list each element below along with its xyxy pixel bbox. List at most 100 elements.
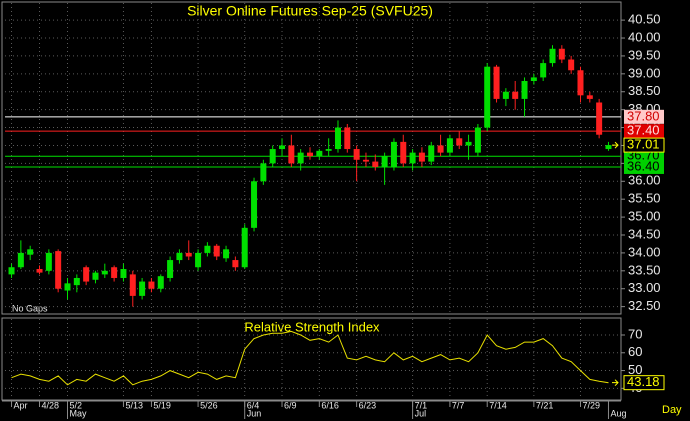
last-price-arrow bbox=[612, 141, 619, 149]
candle-body bbox=[288, 145, 295, 164]
candle-body bbox=[577, 70, 584, 96]
candle-body bbox=[139, 281, 146, 296]
x-tick-label: Apr bbox=[14, 400, 28, 410]
candle-body bbox=[297, 152, 304, 164]
candle-body bbox=[418, 152, 425, 162]
month-label: May bbox=[69, 408, 87, 418]
candle-body bbox=[362, 159, 369, 162]
candle-body bbox=[456, 138, 463, 146]
x-tick-label: 6/9 bbox=[284, 400, 297, 410]
rsi-panel bbox=[1, 317, 622, 401]
price-panel bbox=[1, 1, 622, 315]
candle-body bbox=[372, 161, 379, 167]
candle-body bbox=[353, 149, 360, 160]
candle-body bbox=[409, 152, 416, 164]
candle-body bbox=[325, 149, 332, 151]
chart-title: Silver Online Futures Sep-25 (SVFU25) bbox=[187, 3, 433, 19]
candle-body bbox=[484, 66, 491, 128]
candle-body bbox=[101, 270, 108, 275]
candle-body bbox=[502, 91, 509, 99]
candle-body bbox=[400, 141, 407, 164]
candle-body bbox=[232, 260, 239, 268]
candle-body bbox=[540, 63, 547, 78]
candle-body bbox=[148, 281, 155, 289]
rsi-line bbox=[11, 330, 609, 386]
y-tick-label: 33.00 bbox=[628, 280, 661, 295]
candle-body bbox=[334, 127, 341, 150]
level-label-bg bbox=[624, 149, 664, 164]
no-gaps-note: No Gaps bbox=[12, 303, 48, 313]
candle-body bbox=[596, 102, 603, 135]
candle-body bbox=[474, 127, 481, 153]
candle-body bbox=[176, 252, 183, 261]
candle-body bbox=[568, 59, 575, 71]
candle-body bbox=[36, 269, 43, 273]
candle-body bbox=[167, 260, 174, 278]
y-tick-label: 39.50 bbox=[628, 47, 661, 62]
candle-body bbox=[512, 91, 519, 99]
candle-body bbox=[260, 163, 267, 182]
level-label-bg bbox=[624, 124, 664, 139]
x-tick-label: 4/28 bbox=[42, 400, 60, 410]
x-tick-label: 7/7 bbox=[452, 400, 465, 410]
candle-body bbox=[344, 127, 351, 150]
y-tick-label: 38.50 bbox=[628, 83, 661, 98]
last-rsi-label: 43.18 bbox=[627, 374, 660, 389]
candle-body bbox=[129, 274, 136, 296]
level-label: 37.40 bbox=[627, 123, 660, 138]
y-tick-label: 35.00 bbox=[628, 209, 661, 224]
candle-body bbox=[17, 252, 24, 268]
candle-body bbox=[241, 227, 248, 268]
candle-body bbox=[55, 251, 62, 289]
last-rsi-bg bbox=[623, 375, 665, 391]
candle-body bbox=[185, 252, 192, 257]
y-tick-label: 40.50 bbox=[628, 12, 661, 27]
x-tick-label: 6/4 bbox=[247, 400, 260, 410]
y-tick-label: 50 bbox=[628, 362, 642, 377]
level-label: 37.80 bbox=[627, 108, 660, 123]
x-tick-label: 5/19 bbox=[153, 400, 171, 410]
candle-body bbox=[437, 145, 444, 153]
level-label-bg bbox=[624, 109, 664, 124]
candle-body bbox=[251, 181, 258, 228]
x-tick-label: 6/16 bbox=[321, 400, 339, 410]
period-label: Day bbox=[662, 404, 682, 416]
y-tick-label: 39.00 bbox=[628, 65, 661, 80]
y-tick-label: 70 bbox=[628, 326, 642, 341]
level-label-bg bbox=[624, 159, 664, 174]
level-label: 36.40 bbox=[627, 158, 660, 173]
candle-body bbox=[279, 145, 286, 150]
candle-body bbox=[586, 95, 593, 99]
y-tick-label: 32.50 bbox=[628, 298, 661, 313]
x-tick-label: 7/1 bbox=[415, 400, 428, 410]
candle-body bbox=[223, 249, 230, 259]
candle-body bbox=[73, 277, 80, 286]
x-tick-label: 7/29 bbox=[582, 400, 600, 410]
candle-body bbox=[213, 245, 220, 257]
candle-body bbox=[316, 150, 323, 157]
y-tick-label: 60 bbox=[628, 344, 642, 359]
candle-body bbox=[64, 283, 71, 291]
candle-body bbox=[428, 145, 435, 162]
candle-body bbox=[307, 152, 313, 157]
candle-body bbox=[465, 141, 472, 146]
candle-body bbox=[83, 267, 90, 282]
y-tick-label: 35.50 bbox=[628, 191, 661, 206]
candle-body bbox=[530, 77, 537, 81]
y-tick-label: 34.50 bbox=[628, 226, 661, 241]
last-price-bg bbox=[623, 137, 665, 153]
candle-body bbox=[120, 269, 127, 278]
x-tick-label: 6/23 bbox=[359, 400, 377, 410]
x-tick-label: 5/13 bbox=[125, 400, 143, 410]
candle-body bbox=[204, 245, 211, 253]
candle-body bbox=[521, 81, 528, 99]
candle-body bbox=[549, 48, 556, 64]
month-label: Jul bbox=[415, 408, 427, 418]
y-tick-label: 40.00 bbox=[628, 29, 661, 44]
last-price-label: 37.01 bbox=[627, 137, 660, 152]
x-tick-label: 5/2 bbox=[69, 400, 82, 410]
candle-body bbox=[45, 252, 52, 271]
y-tick-label: 34.00 bbox=[628, 244, 661, 259]
